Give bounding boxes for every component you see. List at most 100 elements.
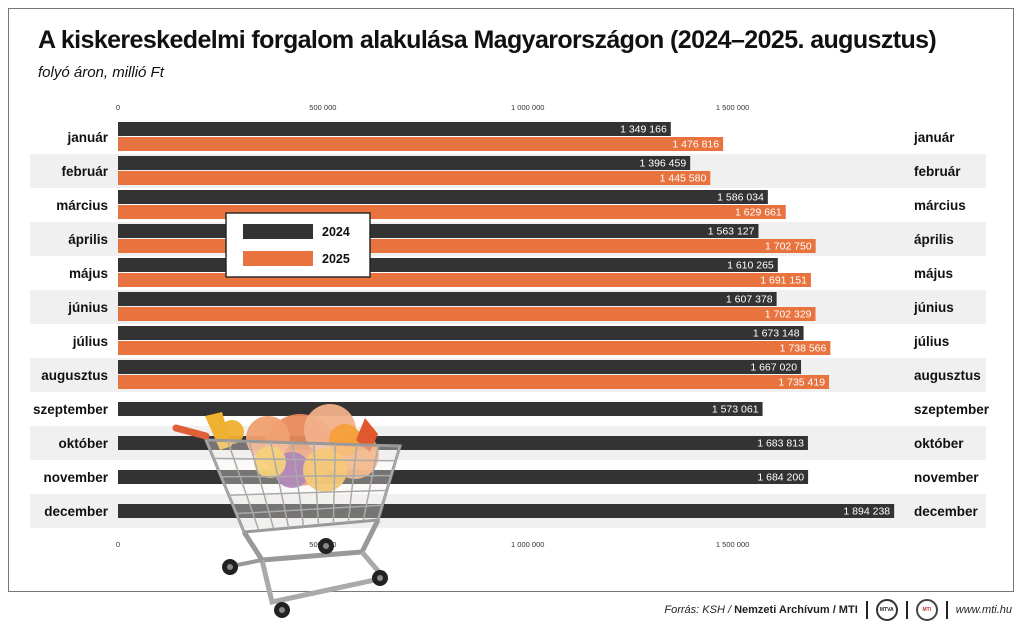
- category-label-right: október: [914, 436, 964, 451]
- x-tick-label-top: 1 000 000: [511, 103, 544, 112]
- x-tick-label-bottom: 1 000 000: [511, 540, 544, 549]
- bar-2025: [118, 341, 831, 355]
- separator: [945, 601, 948, 619]
- cart-wheel-hub: [323, 543, 329, 549]
- separator: [905, 601, 908, 619]
- data-label-2025: 1 735 419: [778, 377, 825, 389]
- data-label-2024: 1 894 238: [843, 506, 890, 518]
- legend-swatch-2025: [243, 251, 313, 266]
- cart-wire: [362, 445, 380, 522]
- category-label-left: június: [67, 300, 108, 315]
- cart-wire: [347, 444, 358, 523]
- bar-2024: [118, 402, 763, 416]
- category-label-left: január: [66, 130, 108, 145]
- bar-2024: [118, 224, 759, 238]
- category-label-left: december: [44, 504, 109, 519]
- legend-label-2025: 2025: [322, 252, 350, 266]
- data-label-2024: 1 673 148: [753, 328, 800, 340]
- category-label-right: február: [914, 164, 961, 179]
- data-label-2025: 1 702 750: [765, 241, 812, 253]
- category-label-left: szeptember: [33, 402, 109, 417]
- category-label-right: március: [914, 198, 966, 213]
- data-label-2024: 1 684 200: [757, 472, 804, 484]
- cart-wheel-hub: [279, 607, 285, 613]
- cart-wire: [213, 457, 396, 462]
- cart-handle: [172, 424, 210, 440]
- source-url: www.mti.hu: [955, 604, 1012, 616]
- data-label-2024: 1 586 034: [717, 192, 764, 204]
- legend-box: [225, 212, 371, 278]
- bar-2025: [118, 239, 816, 253]
- bar-2025: [118, 273, 811, 287]
- category-label-right: május: [914, 266, 953, 281]
- cart-wheel-hub: [227, 564, 233, 570]
- produce: [329, 424, 361, 456]
- cart-wire: [236, 504, 383, 515]
- x-tick-label-bottom: 1 500 000: [716, 540, 749, 549]
- category-label-left: október: [58, 436, 108, 451]
- bar-2025: [118, 375, 830, 389]
- footer: Forrás: KSH / Nemzeti Archívum / MTI MTV…: [664, 597, 1012, 623]
- bar-2025: [118, 137, 724, 151]
- bar-2024: [118, 360, 802, 374]
- cart-wire: [313, 443, 320, 526]
- data-label-2024: 1 667 020: [750, 362, 797, 374]
- bar-2025: [118, 307, 816, 321]
- bar-2024: [118, 292, 777, 306]
- chart-subtitle: folyó áron, millió Ft: [38, 64, 164, 81]
- legend-label-2024: 2024: [322, 225, 350, 239]
- bar-2024: [118, 156, 691, 170]
- cart-wire: [269, 441, 290, 529]
- data-label-2025: 1 445 580: [660, 173, 707, 185]
- cart-wire: [205, 439, 245, 533]
- cart-wire: [332, 443, 337, 525]
- bar-2025: [118, 171, 711, 185]
- data-label-2024: 1 607 378: [726, 294, 773, 306]
- data-label-2024: 1 610 265: [727, 260, 774, 272]
- category-label-right: december: [914, 504, 979, 519]
- x-tick-label-top: 1 500 000: [716, 103, 749, 112]
- cart-wire: [291, 442, 305, 527]
- cart-wire: [226, 440, 260, 531]
- category-label-right: január: [913, 130, 955, 145]
- data-label-2025: 1 738 566: [780, 343, 827, 355]
- cart-wire: [248, 441, 275, 530]
- data-label-2025: 1 476 816: [672, 139, 719, 151]
- cart-wire: [377, 445, 401, 521]
- x-tick-label-top: 0: [116, 103, 120, 112]
- cart-frame: [259, 550, 389, 605]
- category-label-left: november: [43, 470, 108, 485]
- category-label-left: július: [72, 334, 108, 349]
- x-tick-label-bottom: 0: [116, 540, 120, 549]
- bar-2024: [118, 258, 778, 272]
- produce: [254, 446, 286, 478]
- data-label-2024: 1 349 166: [620, 124, 667, 136]
- category-label-left: május: [69, 266, 108, 281]
- cart-wire: [228, 489, 387, 496]
- category-label-right: július: [913, 334, 949, 349]
- category-label-right: augusztus: [914, 368, 981, 383]
- bar-2024: [118, 326, 804, 340]
- category-label-right: április: [914, 232, 954, 247]
- cart-frame: [241, 518, 381, 563]
- category-label-left: április: [68, 232, 108, 247]
- data-label-2025: 1 629 661: [735, 207, 782, 219]
- cart-wheel-hub: [377, 575, 383, 581]
- category-label-right: június: [913, 300, 954, 315]
- mti-logo-icon: MTI: [915, 599, 938, 621]
- shopping-cart-icon: [172, 404, 402, 618]
- bar-2024: [118, 504, 895, 518]
- data-label-2024: 1 573 061: [712, 404, 759, 416]
- source-text: Forrás: KSH / Nemzeti Archívum / MTI: [664, 604, 858, 616]
- x-tick-label-top: 500 000: [309, 103, 336, 112]
- chart-title: A kiskereskedelmi forgalom alakulása Mag…: [38, 26, 937, 54]
- data-label-2025: 1 691 151: [760, 275, 807, 287]
- cart-wire: [221, 474, 392, 478]
- data-label-2024: 1 683 813: [757, 438, 804, 450]
- bar-2024: [118, 190, 768, 204]
- bar-2024: [118, 122, 671, 136]
- mtva-logo-icon: MTVA: [875, 599, 898, 621]
- category-label-left: augusztus: [41, 368, 108, 383]
- category-label-left: március: [56, 198, 108, 213]
